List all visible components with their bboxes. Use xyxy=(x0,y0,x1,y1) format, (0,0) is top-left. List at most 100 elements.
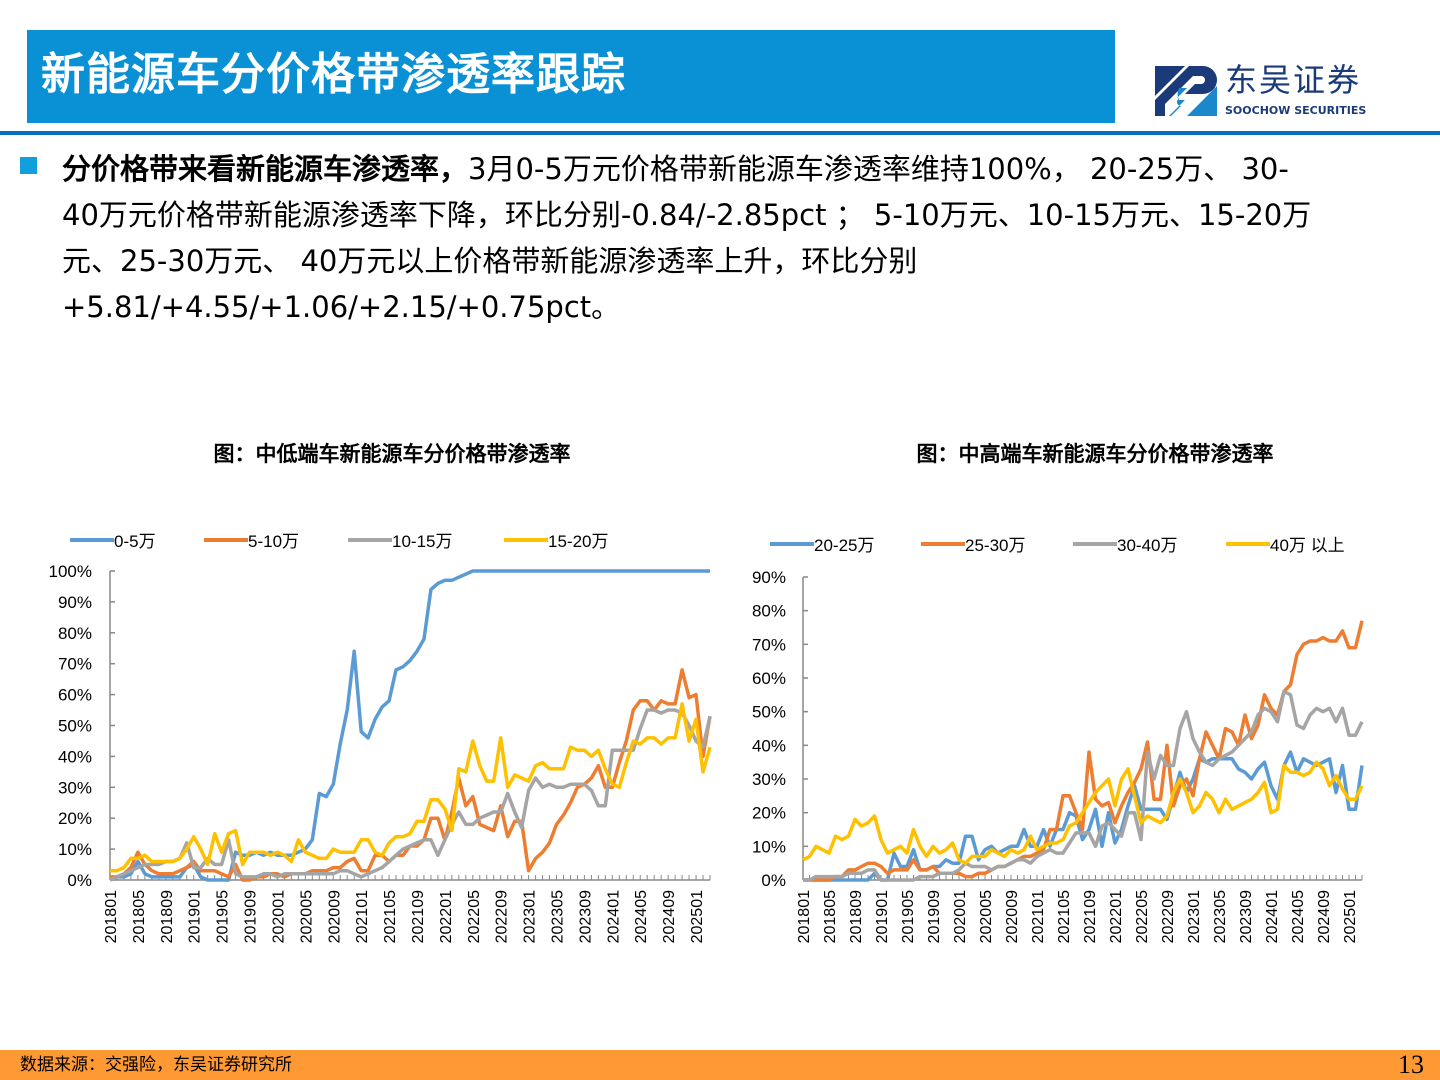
x-tick-label: 202401 xyxy=(1264,890,1281,943)
x-tick-label: 201901 xyxy=(187,890,204,943)
x-tick-label: 202501 xyxy=(1342,890,1359,943)
summary-line-1: 分价格带来看新能源车渗透率，3月0-5万元价格带新能源车渗透率维持100%， 2… xyxy=(62,146,1432,192)
series-line-30-40万 xyxy=(803,689,1364,882)
x-tick-label: 201909 xyxy=(243,890,260,943)
y-tick-label: 0% xyxy=(761,871,786,890)
y-tick-label: 10% xyxy=(752,837,786,856)
y-tick-label: 80% xyxy=(752,602,786,621)
x-tick-label: 202405 xyxy=(1290,890,1307,943)
header-divider xyxy=(0,131,1440,135)
header-bar: 新能源车分价格带渗透率跟踪 xyxy=(27,30,1115,123)
x-tick-label: 202201 xyxy=(1108,890,1125,943)
legend-label: 5-10万 xyxy=(248,532,299,551)
y-tick-label: 50% xyxy=(752,703,786,722)
summary-line-2: 40万元价格带新能源渗透率下降，环比分别-0.84/-2.85pct ； 5-1… xyxy=(62,198,1312,232)
legend-label: 25-30万 xyxy=(965,536,1025,555)
summary-line-3: 元、25-30万元、 40万元以上价格带新能源渗透率上升，环比分别 xyxy=(62,244,918,278)
soochow-logo-icon xyxy=(1155,66,1217,116)
x-tick-label: 202309 xyxy=(577,890,594,943)
x-tick-label: 202009 xyxy=(1004,890,1021,943)
x-tick-label: 202209 xyxy=(1160,890,1177,943)
x-tick-label: 202105 xyxy=(382,890,399,943)
legend-label: 40万 以上 xyxy=(1270,536,1345,555)
legend-label: 30-40万 xyxy=(1117,536,1177,555)
x-tick-label: 202001 xyxy=(952,890,969,943)
series-line-15-20万 xyxy=(110,702,712,873)
y-tick-label: 60% xyxy=(752,669,786,688)
x-tick-label: 202501 xyxy=(689,890,706,943)
legend-label: 10-15万 xyxy=(392,532,452,551)
x-tick-label: 202301 xyxy=(522,890,539,943)
x-tick-label: 201805 xyxy=(131,890,148,943)
x-tick-label: 201801 xyxy=(796,890,813,943)
y-tick-label: 10% xyxy=(58,840,92,859)
x-tick-label: 201801 xyxy=(103,890,120,943)
page-title: 新能源车分价格带渗透率跟踪 xyxy=(41,49,626,100)
x-tick-label: 201909 xyxy=(926,890,943,943)
left-chart-title: 图：中低端车新能源车分价格带渗透率 xyxy=(213,442,571,466)
x-tick-label: 202201 xyxy=(438,890,455,943)
y-tick-label: 90% xyxy=(752,568,786,587)
x-tick-label: 201901 xyxy=(874,890,891,943)
x-tick-label: 202405 xyxy=(633,890,650,943)
x-tick-label: 202401 xyxy=(605,890,622,943)
y-tick-label: 40% xyxy=(752,736,786,755)
x-tick-label: 202109 xyxy=(1082,890,1099,943)
x-tick-label: 202205 xyxy=(1134,890,1151,943)
y-tick-label: 100% xyxy=(49,562,92,581)
legend-label: 15-20万 xyxy=(548,532,608,551)
x-tick-label: 202301 xyxy=(1186,890,1203,943)
x-tick-label: 201905 xyxy=(900,890,917,943)
x-tick-label: 202209 xyxy=(494,890,511,943)
series-line-40万 以上 xyxy=(802,760,1364,865)
x-tick-label: 201809 xyxy=(159,890,176,943)
logo-english-text: SOOCHOW SECURITIES xyxy=(1225,104,1367,117)
y-tick-label: 0% xyxy=(67,871,92,890)
x-tick-label: 202305 xyxy=(550,890,567,943)
series-line-10-15万 xyxy=(109,708,712,882)
logo-chinese-text: 东吴证券 xyxy=(1225,61,1362,99)
data-source: 数据来源：交强险，东吴证券研究所 xyxy=(20,1055,292,1075)
x-tick-label: 202009 xyxy=(326,890,343,943)
y-tick-label: 60% xyxy=(58,686,92,705)
x-tick-label: 202105 xyxy=(1056,890,1073,943)
series-line-0-5万 xyxy=(109,569,710,882)
x-tick-label: 202109 xyxy=(410,890,427,943)
y-tick-label: 20% xyxy=(58,809,92,828)
series-line-20-25万 xyxy=(803,750,1364,882)
chart-2: 0% 10% 20% 30% 40% 50% 60% 70% 80% 90% 201801 20180… xyxy=(752,536,1364,943)
series-line-25-30万 xyxy=(803,620,1364,882)
y-tick-label: 90% xyxy=(58,593,92,612)
y-tick-label: 70% xyxy=(752,635,786,654)
x-tick-label: 202101 xyxy=(354,890,371,943)
x-tick-label: 201905 xyxy=(215,890,232,943)
bullet-square-icon xyxy=(20,157,37,174)
right-chart-title: 图：中高端车新能源车分价格带渗透率 xyxy=(916,442,1274,466)
footer-bar: 数据来源：交强险，东吴证券研究所 13 xyxy=(0,1050,1440,1080)
y-tick-label: 30% xyxy=(58,778,92,797)
x-tick-label: 202309 xyxy=(1238,890,1255,943)
legend-label: 20-25万 xyxy=(814,536,874,555)
y-tick-label: 80% xyxy=(58,624,92,643)
summary-line-1-text: 3月0-5万元价格带新能源车渗透率维持100%， 20-25万、 30- xyxy=(468,152,1289,186)
y-tick-label: 70% xyxy=(58,655,92,674)
chart-1: 0% 10% 20% 30% 40% 50% 60% 70% 80% 90% 100% 201801 2… xyxy=(49,532,712,943)
x-tick-label: 201805 xyxy=(822,890,839,943)
x-tick-label: 202305 xyxy=(1212,890,1229,943)
page-number: 13 xyxy=(1398,1050,1424,1079)
y-tick-label: 20% xyxy=(752,804,786,823)
y-tick-label: 40% xyxy=(58,747,92,766)
x-tick-label: 202101 xyxy=(1030,890,1047,943)
y-tick-label: 30% xyxy=(752,770,786,789)
legend-label: 0-5万 xyxy=(114,532,156,551)
x-tick-label: 202005 xyxy=(298,890,315,943)
company-logo: 东吴证券 SOOCHOW SECURITIES xyxy=(1155,62,1415,124)
summary-paragraph: 分价格带来看新能源车渗透率，3月0-5万元价格带新能源车渗透率维持100%， 2… xyxy=(62,146,1432,330)
x-tick-label: 202205 xyxy=(466,890,483,943)
summary-line-4: +5.81/+4.55/+1.06/+2.15/+0.75pct。 xyxy=(62,290,621,324)
summary-lead: 分价格带来看新能源车渗透率， xyxy=(62,152,469,186)
x-tick-label: 202409 xyxy=(661,890,678,943)
x-tick-label: 202001 xyxy=(270,890,287,943)
x-tick-label: 202409 xyxy=(1316,890,1333,943)
